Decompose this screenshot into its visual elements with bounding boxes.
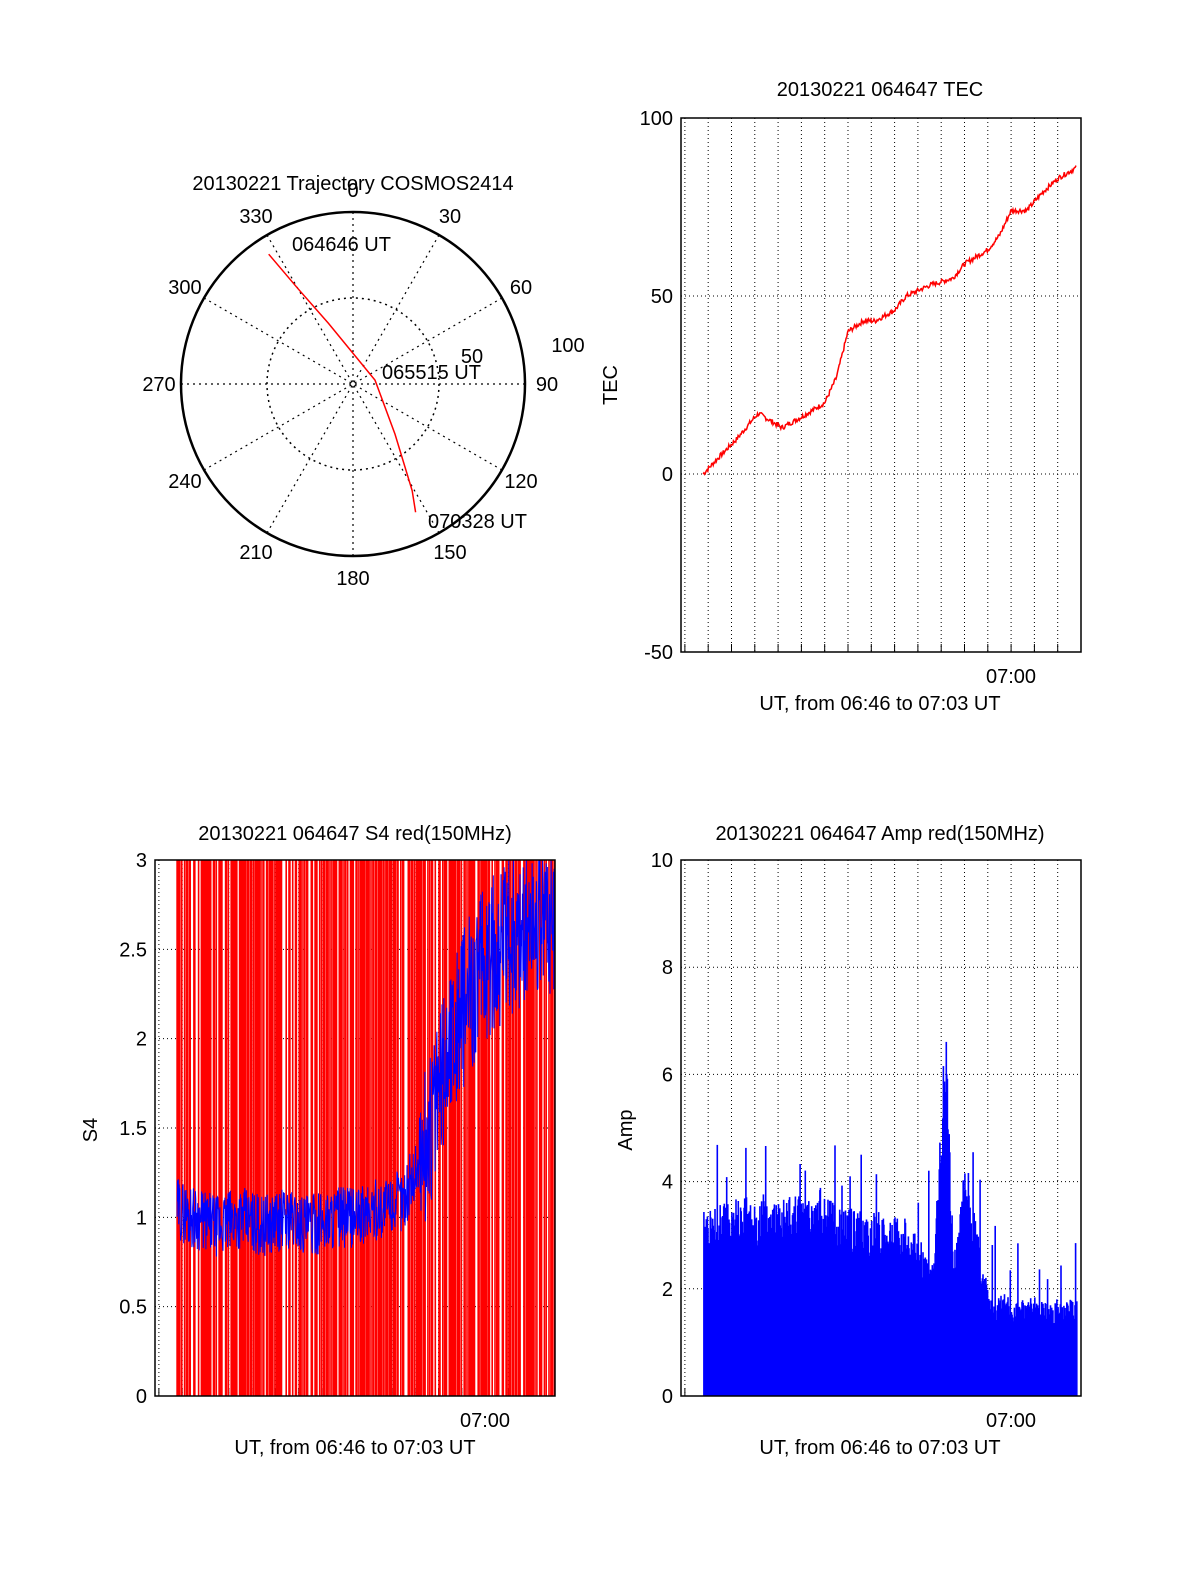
polar-trajectory-line — [268, 253, 417, 513]
polar-azimuth-label-30: 30 — [439, 206, 461, 228]
polar-azimuth-label-120: 120 — [504, 471, 537, 493]
tec-y-tick-label: -50 — [644, 642, 673, 664]
amp-bar — [1074, 1243, 1077, 1396]
amp-frame — [680, 859, 1082, 1397]
polar-azimuth-label-180: 180 — [336, 568, 369, 590]
amp-title: 20130221 064647 Amp red(150MHz) — [715, 823, 1044, 845]
tec-y-tick-label: 50 — [651, 286, 673, 308]
amp-y-tick-label: 2 — [662, 1279, 673, 1301]
polar-title: 20130221 Trajectory COSMOS2414 — [192, 173, 513, 195]
s4-y-tick-label: 1.5 — [119, 1118, 147, 1140]
polar-azimuth-label-0: 0 — [347, 180, 358, 202]
amp-y-tick-label: 0 — [662, 1386, 673, 1408]
amp-y-tick-label: 10 — [651, 850, 673, 872]
tec-x-tick-0700: 07:00 — [986, 666, 1036, 688]
polar-mid-label: 065515 UT — [382, 362, 481, 384]
s4-title: 20130221 064647 S4 red(150MHz) — [198, 823, 512, 845]
amp-y-tick-label: 6 — [662, 1064, 673, 1086]
polar-azimuth-label-90: 90 — [536, 374, 558, 396]
polar-azimuth-label-60: 60 — [510, 277, 532, 299]
polar-end-label: 070328 UT — [428, 511, 527, 533]
amp-x-tick-0700: 07:00 — [986, 1410, 1036, 1432]
s4-y-tick-label: 3 — [136, 850, 147, 872]
tec-frame — [680, 117, 1082, 653]
amp-grid — [681, 860, 1081, 1396]
amp-bar — [1076, 1301, 1078, 1396]
tec-y-label: TEC — [600, 365, 622, 405]
tec-y-tick-label: 0 — [662, 464, 673, 486]
tec-x-label: UT, from 06:46 to 07:03 UT — [759, 693, 1000, 715]
amp-y-ticks: 0 2 4 6 8 10 — [651, 850, 673, 1408]
s4-x-tick-0700: 07:00 — [460, 1410, 510, 1432]
s4-y-tick-label: 2 — [136, 1029, 147, 1051]
s4-blue-series-line — [176, 859, 556, 1257]
s4-plot: 20130221 064647 S4 red(150MHz) 0 0.5 1 1.5 2… — [80, 823, 556, 1459]
tec-plot: 20130221 064647 TEC -50 0 50 100 07:00 UT, … — [600, 79, 1082, 715]
s4-frame — [154, 859, 556, 1397]
polar-azimuth-label-330: 330 — [239, 206, 272, 228]
s4-x-label: UT, from 06:46 to 07:03 UT — [234, 1437, 475, 1459]
tec-y-ticks: -50 0 50 100 — [640, 108, 673, 664]
s4-y-tick-label: 1 — [136, 1207, 147, 1229]
s4-y-tick-label: 2.5 — [119, 939, 147, 961]
amp-y-tick-label: 8 — [662, 957, 673, 979]
polar-inner-ring — [266, 297, 440, 471]
s4-y-label: S4 — [80, 1118, 102, 1142]
amp-y-label: Amp — [615, 1109, 637, 1150]
polar-plot: 20130221 Trajectory COSMOS2414 0 30 60 90 12… — [142, 173, 584, 590]
s4-y-ticks: 0 0.5 1 1.5 2 2.5 3 — [119, 850, 147, 1408]
amp-series-bars — [703, 1041, 1078, 1396]
polar-azimuth-label-240: 240 — [168, 471, 201, 493]
polar-grid — [181, 212, 525, 556]
polar-ring-label-inner: 50 — [461, 346, 483, 368]
tec-grid — [681, 118, 1081, 652]
polar-outer-ring — [179, 210, 527, 558]
tec-y-tick-label: 100 — [640, 108, 673, 130]
tec-series-line — [702, 165, 1077, 476]
polar-azimuth-label-210: 210 — [239, 542, 272, 564]
amp-bar — [1017, 1243, 1019, 1396]
polar-azimuth-label-150: 150 — [433, 542, 466, 564]
amp-y-tick-label: 4 — [662, 1172, 673, 1194]
s4-y-tick-label: 0 — [136, 1386, 147, 1408]
polar-azimuth-label-300: 300 — [168, 277, 201, 299]
amp-plot: 20130221 064647 Amp red(150MHz) 0246810 … — [615, 823, 1082, 1459]
polar-azimuth-labels: 0 30 60 90 120 150 180 210 240 270 300 330 — [142, 180, 558, 590]
tec-title: 20130221 064647 TEC — [777, 79, 983, 101]
polar-ring-label-outer: 100 — [551, 335, 584, 357]
polar-start-label: 064646 UT — [292, 234, 391, 256]
s4-y-tick-label: 0.5 — [119, 1297, 147, 1319]
polar-azimuth-label-270: 270 — [142, 374, 175, 396]
amp-x-label: UT, from 06:46 to 07:03 UT — [759, 1437, 1000, 1459]
